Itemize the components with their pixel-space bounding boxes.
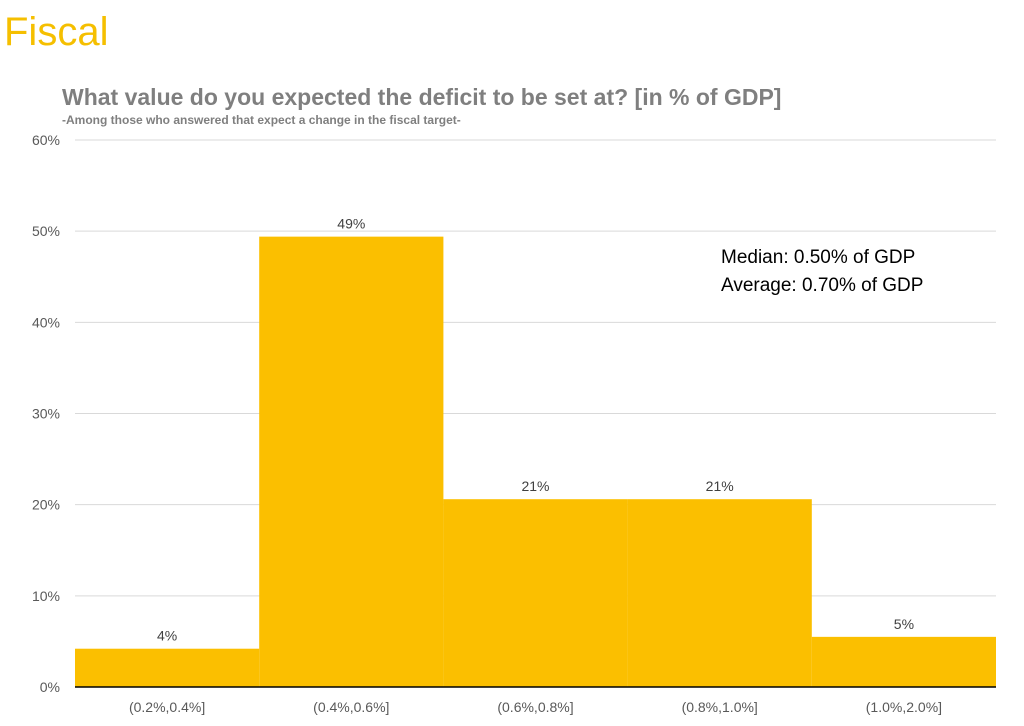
y-tick-label: 50% [32,223,60,239]
data-labels: 4% 49% 21% 21% 5% [157,216,914,644]
y-tick-label: 20% [32,497,60,513]
bar [75,648,260,687]
chart-subtitle: -Among those who answered that expect a … [62,113,461,127]
y-tick-label: 10% [32,588,60,604]
data-label: 5% [894,616,914,632]
y-tick-label: 60% [32,132,60,148]
x-tick-label: (0.8%,1.0%] [682,699,758,715]
x-tick-label: (0.2%,0.4%] [129,699,205,715]
bars [75,236,996,688]
page-heading: Fiscal [4,10,109,54]
x-tick-label: (1.0%,2.0%] [866,699,942,715]
median-annotation: Median: 0.50% of GDP [721,247,916,268]
bar [443,499,628,687]
y-tick-label: 40% [32,314,60,330]
y-axis-tick-labels: 0% 10% 20% 30% 40% 50% 60% [32,132,60,695]
x-axis-tick-labels: (0.2%,0.4%] (0.4%,0.6%] (0.6%,0.8%] (0.8%,1… [129,699,942,715]
data-label: 49% [337,216,365,232]
x-tick-label: (0.4%,0.6%] [313,699,389,715]
y-tick-label: 30% [32,406,60,422]
chart-title: What value do you expected the deficit t… [62,84,782,110]
gridlines [75,139,996,597]
y-tick-label: 0% [40,679,60,695]
stats-annotation: Median: 0.50% of GDP Average: 0.70% of G… [721,244,923,300]
bar [811,636,996,687]
bar [627,499,812,687]
bar [259,236,444,688]
average-annotation: Average: 0.70% of GDP [721,275,924,296]
data-label: 21% [521,478,549,494]
data-label: 4% [157,628,177,644]
data-label: 21% [706,478,734,494]
x-tick-label: (0.6%,0.8%] [497,699,573,715]
